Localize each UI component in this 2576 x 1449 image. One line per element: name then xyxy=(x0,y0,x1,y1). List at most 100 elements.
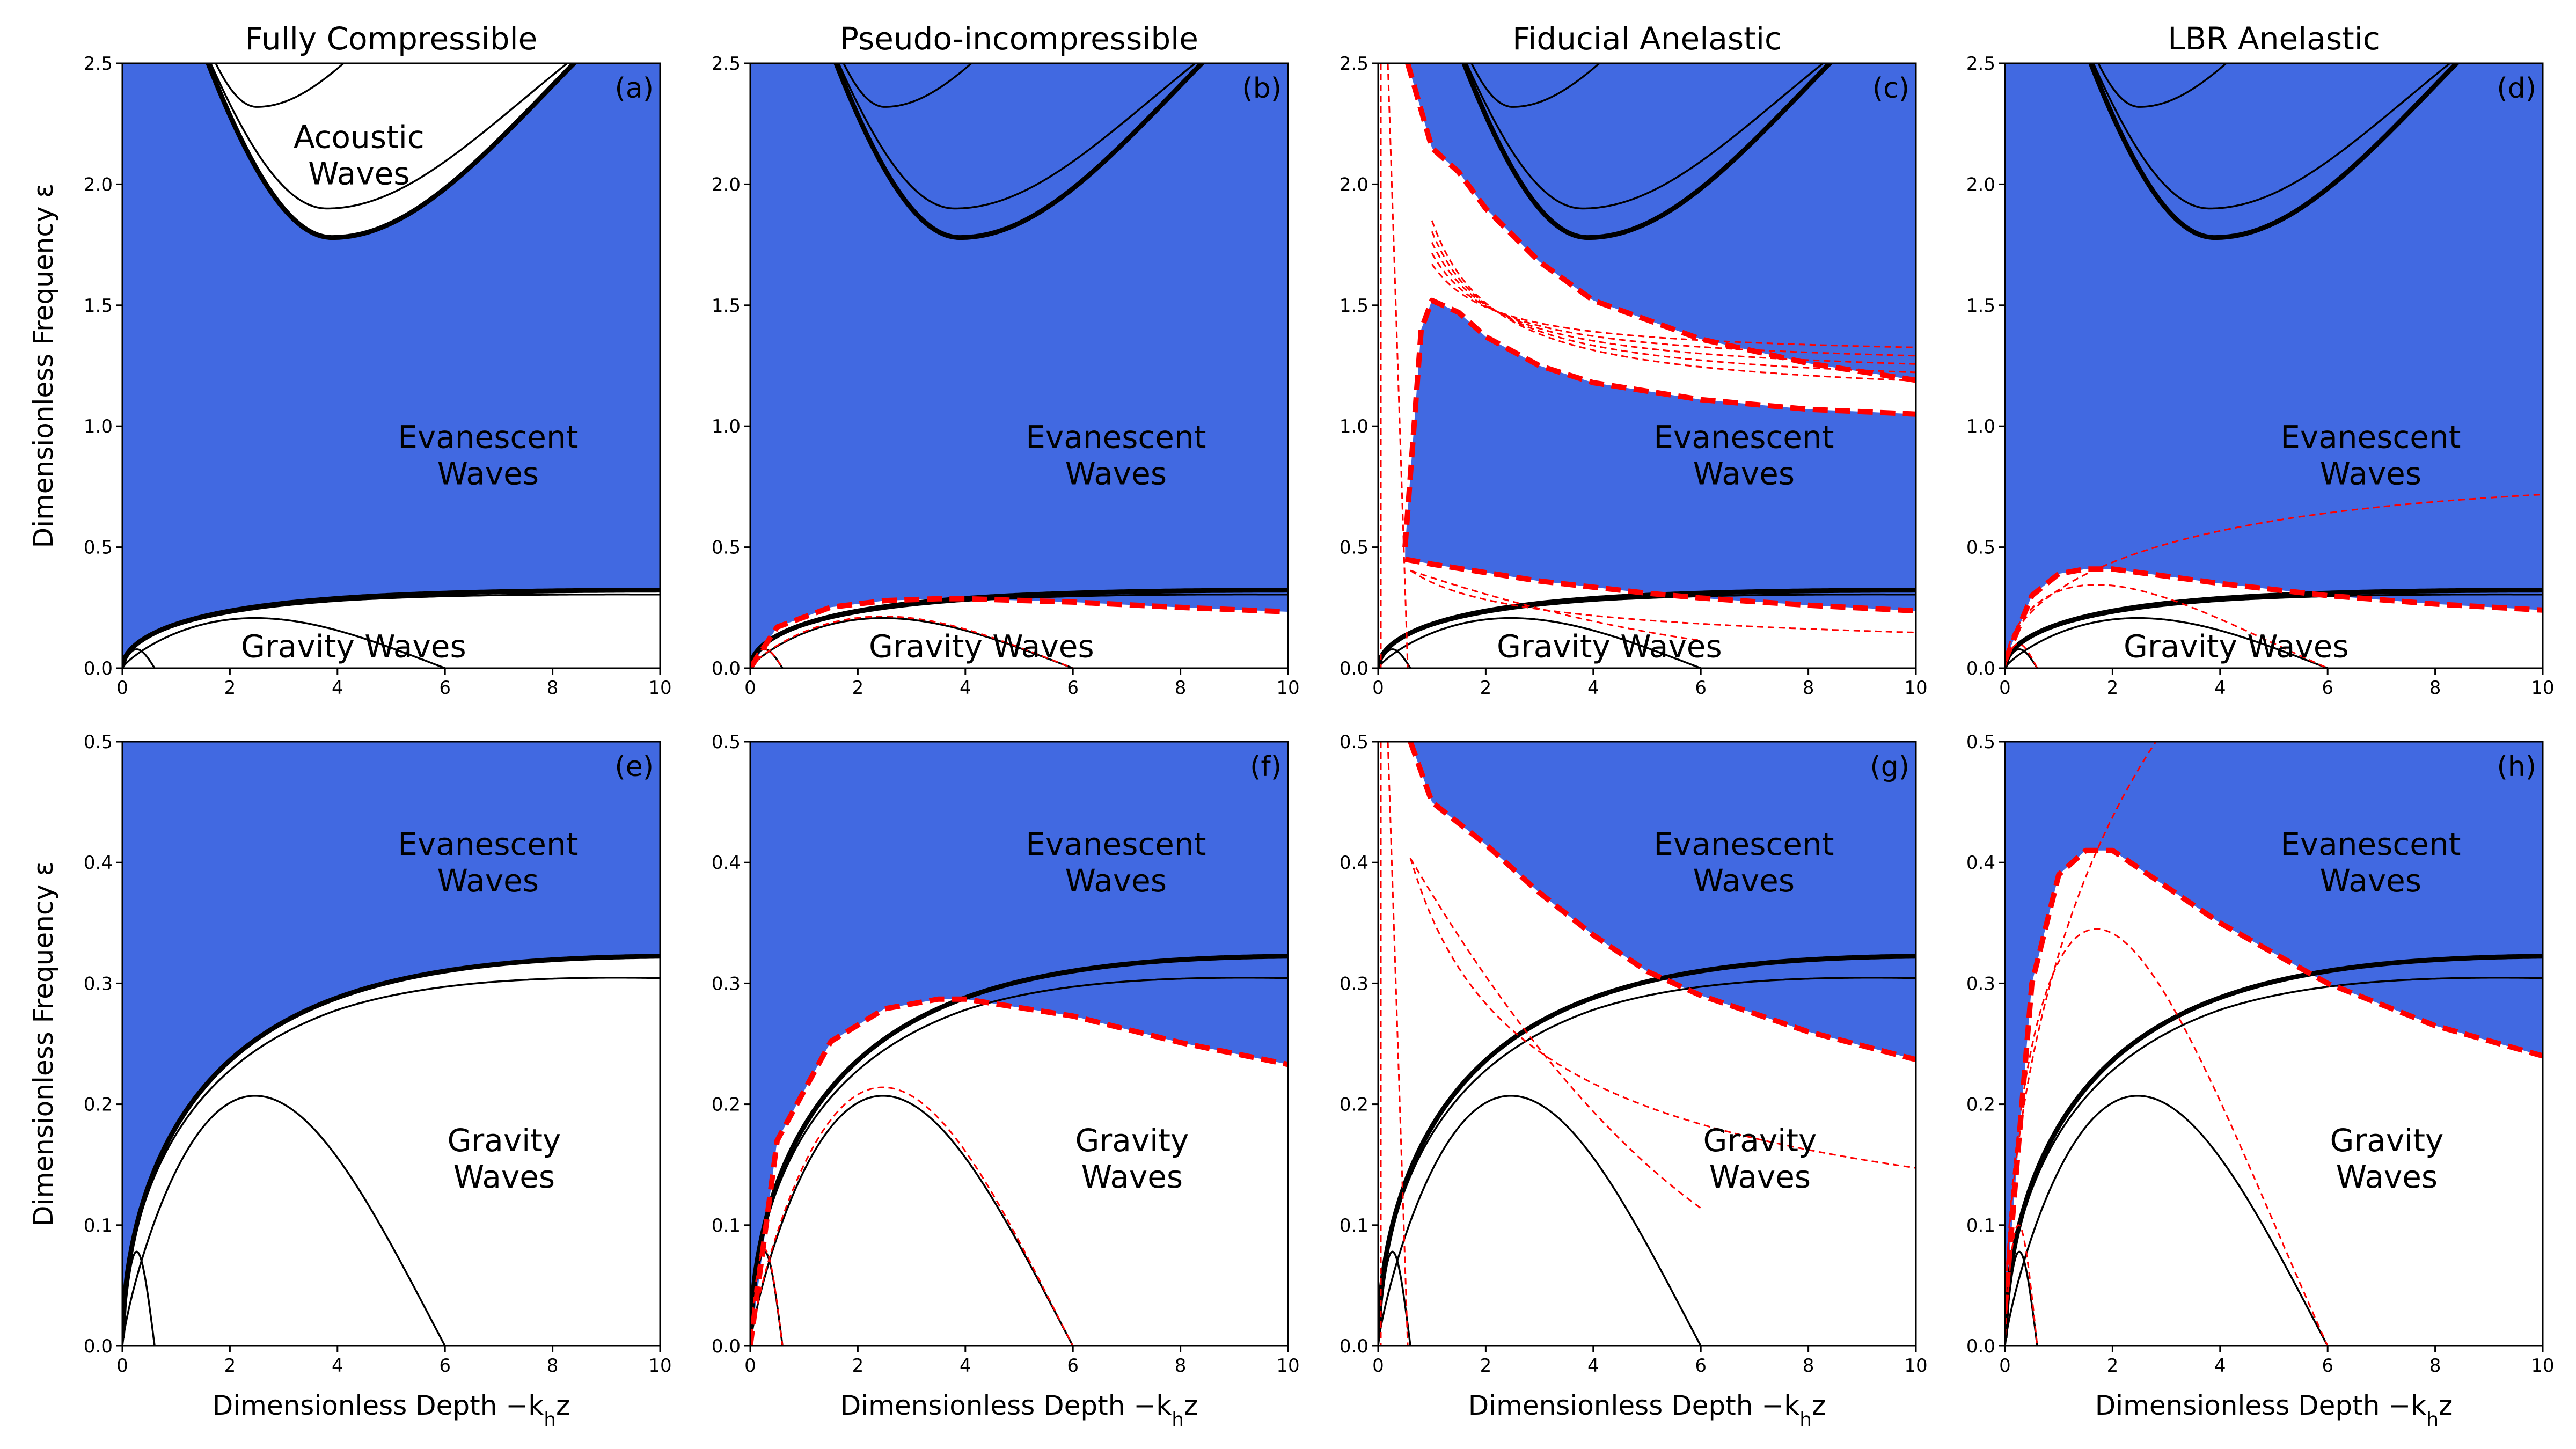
plot-area-b xyxy=(750,63,1288,668)
approx-diag-g xyxy=(1409,858,1702,1209)
y-tick-label-b-0: 0.0 xyxy=(712,658,741,679)
x-tick-label-d-2: 4 xyxy=(2214,677,2226,699)
gravity-wave-region-f xyxy=(750,999,1288,1346)
y-tick-label-d-5: 2.5 xyxy=(1966,53,1995,75)
exact-gravity-cutoff-c xyxy=(1378,588,1916,668)
exact-acoustic-top-c xyxy=(1470,63,1601,108)
plot-area-d xyxy=(2005,63,2543,668)
x-tick-label-g-1: 2 xyxy=(1480,1355,1492,1377)
region-label-a-2-0: Gravity Waves xyxy=(241,628,466,664)
x-tick-label-f-4: 8 xyxy=(1175,1355,1187,1377)
x-tick-label-h-4: 8 xyxy=(2429,1355,2441,1377)
y-tick-label-h-0: 0.0 xyxy=(1966,1336,1995,1357)
x-tick-label-g-5: 10 xyxy=(1904,1355,1927,1377)
approx-band-line-c-1 xyxy=(1431,231,1916,374)
region-label-b-1-0: Gravity Waves xyxy=(869,628,1094,664)
axes-frame-d xyxy=(2004,62,2544,669)
y-tick-label-a-3: 1.5 xyxy=(84,295,113,317)
x-tick-label-c-3: 6 xyxy=(1695,677,1707,699)
exact-gravity-thin-g xyxy=(1378,977,1916,1339)
y-tick-label-b-4: 2.0 xyxy=(712,174,741,195)
x-tick-label-e-0: 0 xyxy=(116,1355,128,1377)
x-axis-label-sub-g: h xyxy=(1799,1409,1812,1431)
panel-e: 0 2 4 6 8 100.00.10.20.30.40.5(e)EvanescentWa… xyxy=(28,731,672,1431)
gravity-wave-region-e xyxy=(122,956,660,1346)
y-tick-label-b-2: 1.0 xyxy=(712,416,741,437)
exact-gravity-thin-d xyxy=(2005,593,2543,667)
approx-curve-d-0 xyxy=(2005,566,2543,662)
column-title-c: Fiducial Anelastic xyxy=(1512,20,1782,57)
region-label-d-0-0: Evanescent xyxy=(2280,419,2461,455)
acoustic-wave-region-a xyxy=(181,63,660,238)
y-tick-label-e-5: 0.5 xyxy=(84,731,113,753)
region-label-b-0-0: Evanescent xyxy=(1026,419,1206,455)
approx-vertical-2-g xyxy=(1387,742,1409,1346)
x-tick-label-a-3: 6 xyxy=(439,677,451,699)
x-tick-label-a-4: 8 xyxy=(547,677,559,699)
approx-band-line-c-3 xyxy=(1431,253,1916,357)
x-tick-label-h-1: 2 xyxy=(2107,1355,2119,1377)
y-tick-label-d-4: 2.0 xyxy=(1966,174,1995,195)
y-tick-label-b-1: 0.5 xyxy=(712,537,741,559)
region-label-a-0-0: Acoustic xyxy=(294,119,425,155)
exact-gravity-thin-h xyxy=(2005,977,2543,1339)
y-tick-label-g-0: 0.0 xyxy=(1340,1336,1368,1357)
x-tick-label-b-2: 4 xyxy=(960,677,971,699)
approx-small-arch-b xyxy=(750,648,784,668)
approx-curve-b-0 xyxy=(750,596,1288,668)
y-tick-label-c-1: 0.5 xyxy=(1340,537,1368,559)
approx-curve-h-0 xyxy=(2005,847,2543,1310)
evanescent-region-b xyxy=(750,63,1288,668)
exact-acoustic-thin-b xyxy=(837,63,1197,210)
spurious-band-region-c xyxy=(1402,63,1916,547)
x-tick-label-b-4: 8 xyxy=(1175,677,1187,699)
exact-acoustic-cutoff-a xyxy=(206,63,577,240)
gravity-wave-region-h xyxy=(2005,850,2543,1346)
exact-gravity-thin-c xyxy=(1378,593,1916,667)
exact-acoustic-cutoff-b xyxy=(833,63,1205,240)
x-tick-label-h-0: 0 xyxy=(1999,1355,2011,1377)
x-tick-label-b-3: 6 xyxy=(1067,677,1079,699)
approx-curve-g-0 xyxy=(1408,742,1916,1063)
region-label-g-1-0: Gravity xyxy=(1703,1122,1817,1159)
x-tick-label-a-5: 10 xyxy=(648,677,671,699)
x-tick-label-b-0: 0 xyxy=(744,677,756,699)
x-axis-label-main-h: Dimensionless Depth −k xyxy=(2095,1390,2427,1421)
y-tick-label-c-0: 0.0 xyxy=(1340,658,1368,679)
x-axis-label-sub-h: h xyxy=(2426,1409,2439,1431)
axes-frame-e xyxy=(121,741,661,1347)
exact-gravity-arch-c xyxy=(1378,617,1701,668)
y-tick-label-d-0: 0.0 xyxy=(1966,658,1995,679)
y-tick-label-e-3: 0.3 xyxy=(84,973,113,994)
exact-gravity-thin-e xyxy=(122,977,660,1339)
region-label-e-0-1: Waves xyxy=(437,862,539,899)
x-tick-label-b-1: 2 xyxy=(852,677,864,699)
approx-small-arch-f xyxy=(750,1248,784,1346)
x-tick-label-a-0: 0 xyxy=(116,677,128,699)
x-tick-label-g-0: 0 xyxy=(1372,1355,1384,1377)
y-tick-label-d-2: 1.0 xyxy=(1966,416,1995,437)
region-label-f-1-0: Gravity xyxy=(1075,1122,1189,1159)
x-tick-label-c-4: 8 xyxy=(1803,677,1814,699)
y-axis-label-a: Dimensionless Frequency ε xyxy=(28,184,59,548)
y-tick-label-f-2: 0.2 xyxy=(712,1094,741,1116)
region-label-a-0-1: Waves xyxy=(308,155,409,192)
plot-area-g xyxy=(1378,742,1916,1346)
y-tick-label-h-3: 0.3 xyxy=(1966,973,1995,994)
y-tick-label-h-5: 0.5 xyxy=(1966,731,1995,753)
exact-gravity-arch-b xyxy=(750,617,1073,668)
plot-area-a xyxy=(122,63,660,668)
x-axis-label-g: Dimensionless Depth −khz xyxy=(1468,1390,1826,1431)
x-axis-label-f: Dimensionless Depth −khz xyxy=(840,1390,1198,1431)
x-axis-label-end-h: z xyxy=(2439,1390,2453,1421)
region-label-h-1-0: Gravity xyxy=(2330,1122,2443,1159)
panel-h: 0 2 4 6 8 100.00.10.20.30.40.5(h)EvanescentWa… xyxy=(1966,731,2555,1431)
x-tick-label-a-1: 2 xyxy=(224,677,236,699)
exact-gravity-cutoff-b xyxy=(750,588,1288,668)
x-tick-label-e-3: 6 xyxy=(439,1355,451,1377)
y-tick-label-g-3: 0.3 xyxy=(1340,973,1368,994)
y-tick-label-a-4: 2.0 xyxy=(84,174,113,195)
y-tick-label-f-0: 0.0 xyxy=(712,1336,741,1357)
y-tick-label-c-4: 2.0 xyxy=(1340,174,1368,195)
